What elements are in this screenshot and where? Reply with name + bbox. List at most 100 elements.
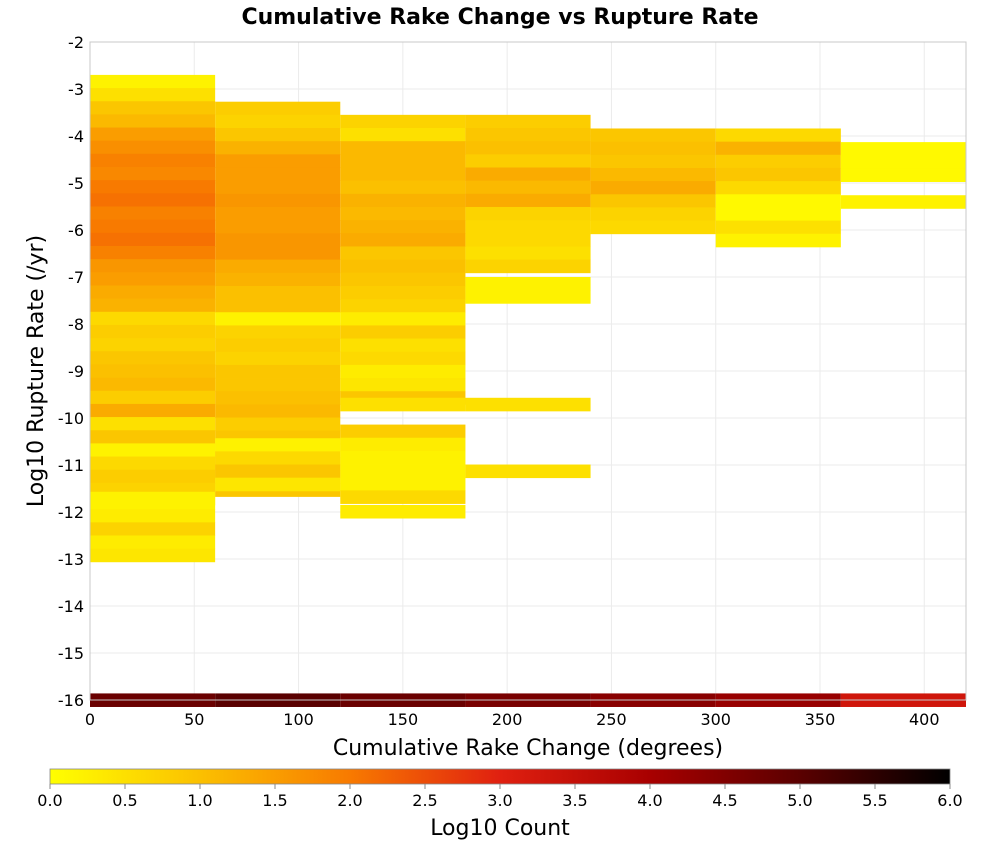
- heatmap-cell: [340, 233, 466, 247]
- y-tick-label: -11: [58, 456, 84, 475]
- heatmap-cell: [90, 153, 216, 168]
- y-tick-label: -6: [68, 221, 84, 240]
- heatmap-cell: [340, 299, 466, 313]
- heatmap-cell: [590, 220, 716, 235]
- y-tick-label: -15: [58, 644, 84, 663]
- colorbar-tick-label: 4.0: [637, 791, 662, 810]
- chart-title: Cumulative Rake Change vs Rupture Rate: [241, 5, 758, 30]
- heatmap-cell: [340, 259, 466, 274]
- y-tick-label: -8: [68, 315, 84, 334]
- heatmap-cell: [590, 207, 716, 221]
- colorbar-tick-label: 2.5: [412, 791, 437, 810]
- heatmap-cell: [215, 451, 341, 465]
- x-tick-label: 50: [184, 710, 204, 729]
- x-tick-label: 250: [596, 710, 627, 729]
- heatmap-cell: [215, 272, 341, 287]
- heatmap-cell: [215, 404, 341, 418]
- heatmap-cell: [340, 180, 466, 195]
- heatmap-cell: [90, 364, 216, 378]
- heatmap-cell: [90, 469, 216, 484]
- heatmap-cell: [215, 477, 341, 492]
- heatmap-cell: [215, 114, 341, 129]
- heatmap-cell: [465, 180, 591, 195]
- heatmap-cell: [90, 272, 216, 286]
- y-tick-label: -14: [58, 597, 84, 616]
- heatmap-cell: [340, 338, 466, 353]
- heatmap-cell: [340, 285, 466, 300]
- heatmap-cell: [215, 378, 341, 392]
- heatmap-cell: [465, 206, 591, 221]
- y-tick-label: -2: [68, 33, 84, 52]
- heatmap-cell: [215, 206, 341, 221]
- heatmap-cell: [465, 277, 591, 291]
- heatmap-cell: [465, 397, 591, 412]
- heatmap-cell: [340, 141, 466, 155]
- heatmap-cell: [90, 311, 216, 326]
- heatmap-cell: [715, 181, 841, 195]
- heatmap-cell: [90, 491, 216, 506]
- heatmap-cell: [340, 351, 466, 366]
- heatmap-cell: [840, 195, 966, 209]
- x-axis-label: Cumulative Rake Change (degrees): [333, 736, 723, 761]
- heatmap-cell: [340, 154, 466, 168]
- heatmap-cell: [590, 128, 716, 143]
- heatmap-cell: [90, 167, 216, 181]
- heatmap-cell: [215, 364, 341, 379]
- heatmap-cell: [215, 167, 341, 182]
- heatmap-cell: [215, 233, 341, 247]
- heatmap-cell: [90, 509, 216, 523]
- heatmap-cell: [215, 193, 341, 208]
- heatmap-cell: [715, 128, 841, 143]
- heatmap-cell: [715, 233, 841, 248]
- heatmap-cell: [215, 438, 341, 452]
- heatmap-cell: [590, 167, 716, 182]
- colorbar-tick-label: 4.5: [712, 791, 737, 810]
- heatmap-cell: [90, 114, 216, 128]
- heatmap-cell: [90, 245, 216, 260]
- heatmap-cell: [465, 154, 591, 168]
- plot-border: [89, 41, 967, 701]
- heatmap-cell: [215, 299, 341, 313]
- colorbar-tick-label: 6.0: [937, 791, 962, 810]
- heatmap-cell: [90, 285, 216, 300]
- heatmap-cell: [340, 364, 466, 379]
- heatmap-cell: [715, 167, 841, 182]
- colorbar-tick-label: 3.0: [487, 791, 512, 810]
- heatmap-cell: [465, 246, 591, 261]
- colorbar-ticks: 0.0 0.5 1.0 1.5 2.0 2.5 3.0 3.5 4.0 4.5 5.0 5.5 6.0: [37, 784, 963, 810]
- heatmap-cell: [215, 259, 341, 274]
- heatmap-cell: [90, 180, 216, 194]
- y-tick-label: -3: [68, 80, 84, 99]
- heatmap-cell: [340, 504, 466, 519]
- heatmap-cell: [340, 325, 466, 339]
- heatmap-cell: [340, 206, 466, 221]
- heatmap-cell: [340, 490, 466, 504]
- y-axis-label: Log10 Rupture Rate (/yr): [24, 235, 49, 507]
- heatmap-cell: [715, 154, 841, 169]
- heatmap-cell: [90, 430, 216, 444]
- heatmap-cell: [90, 101, 216, 115]
- colorbar-tick-label: 1.0: [187, 791, 212, 810]
- heatmap-cell: [215, 285, 341, 300]
- heatmap-cell: [340, 220, 466, 234]
- x-tick-label: 0: [85, 710, 95, 729]
- y-tick-label: -4: [68, 127, 84, 146]
- heatmap-cell: [340, 397, 466, 412]
- heatmap-cell: [215, 464, 341, 479]
- heatmap-cell: [340, 312, 466, 326]
- x-tick-label: 150: [388, 710, 419, 729]
- heatmap-cell: [90, 206, 216, 221]
- heatmap-cell: [215, 220, 341, 234]
- heatmap-cell: [215, 154, 341, 168]
- heatmap-cell: [90, 390, 216, 405]
- heatmap-cell: [340, 114, 466, 129]
- heatmap-cell: [340, 378, 466, 392]
- heatmap-cell: [465, 167, 591, 182]
- heatmap-cell: [840, 168, 966, 182]
- colorbar-tick-label: 0.5: [112, 791, 137, 810]
- heatmap-cell: [90, 219, 216, 234]
- colorbar-gradient: [49, 768, 951, 785]
- heatmap-cell: [215, 180, 341, 195]
- heatmap-cell: [215, 141, 341, 155]
- heatmap-cell: [215, 101, 341, 116]
